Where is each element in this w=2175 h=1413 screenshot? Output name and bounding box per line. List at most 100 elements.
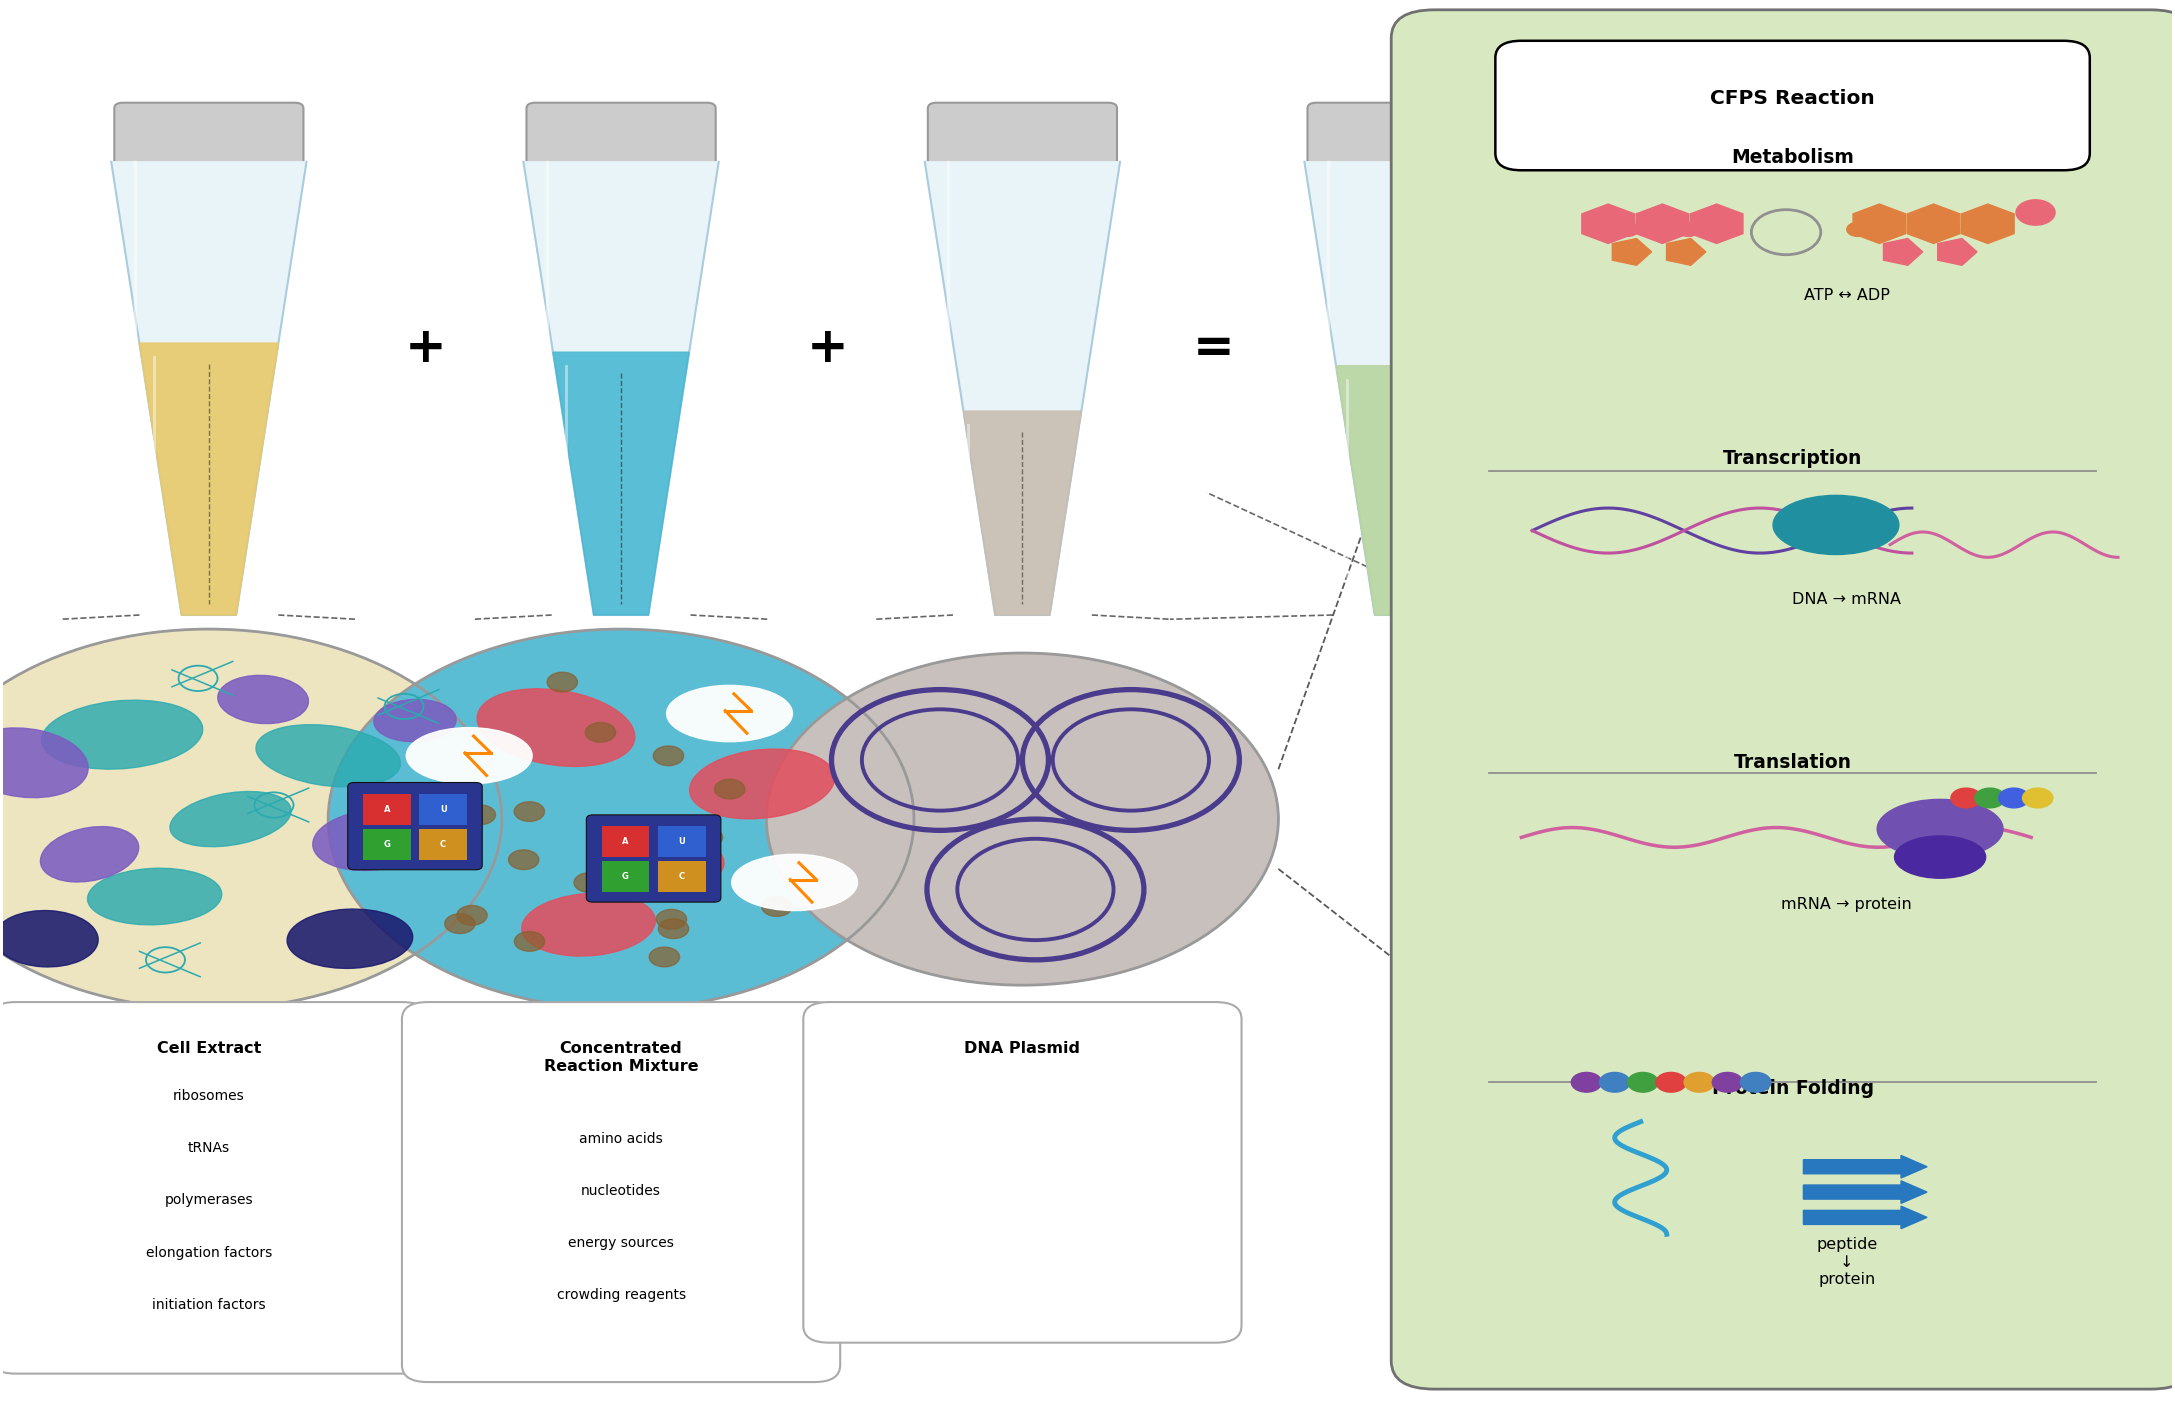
Text: A: A <box>622 836 629 846</box>
Text: initiation factors: initiation factors <box>152 1297 265 1311</box>
Polygon shape <box>1907 203 1960 243</box>
Polygon shape <box>1666 239 1705 266</box>
Ellipse shape <box>374 699 457 742</box>
Polygon shape <box>1612 239 1651 266</box>
Polygon shape <box>1581 203 1633 243</box>
Text: +: + <box>405 324 446 372</box>
Ellipse shape <box>522 893 655 957</box>
Text: tRNAs: tRNAs <box>187 1142 231 1156</box>
Polygon shape <box>111 162 307 615</box>
Polygon shape <box>1335 366 1468 615</box>
Text: amino acids: amino acids <box>579 1132 663 1146</box>
Circle shape <box>657 910 687 930</box>
Circle shape <box>509 849 539 869</box>
Ellipse shape <box>218 675 309 723</box>
Ellipse shape <box>313 810 431 870</box>
Ellipse shape <box>731 855 857 910</box>
Circle shape <box>659 918 689 938</box>
FancyBboxPatch shape <box>402 1002 840 1382</box>
FancyBboxPatch shape <box>602 862 650 892</box>
Text: C: C <box>439 839 446 849</box>
Circle shape <box>1646 222 1668 236</box>
Text: C: C <box>679 872 685 882</box>
FancyBboxPatch shape <box>659 827 705 858</box>
Circle shape <box>1877 222 1899 236</box>
Text: Metabolism: Metabolism <box>1731 148 1853 167</box>
Text: G: G <box>622 872 629 882</box>
Text: ATP ↔ ADP: ATP ↔ ADP <box>1803 288 1890 304</box>
Circle shape <box>1712 1072 1742 1092</box>
Text: Transcription: Transcription <box>1723 449 1862 468</box>
Text: DNA Plasmid: DNA Plasmid <box>964 1041 1081 1057</box>
Ellipse shape <box>605 834 724 890</box>
FancyArrow shape <box>1803 1207 1927 1229</box>
Text: +: + <box>807 324 848 372</box>
Circle shape <box>692 828 722 848</box>
Circle shape <box>457 906 487 926</box>
Circle shape <box>548 673 579 692</box>
FancyBboxPatch shape <box>587 815 720 901</box>
Text: Protein Folding: Protein Folding <box>1712 1080 1873 1098</box>
Circle shape <box>1627 1072 1657 1092</box>
Ellipse shape <box>0 728 89 798</box>
Text: G: G <box>383 839 389 849</box>
Polygon shape <box>1962 203 2014 243</box>
Ellipse shape <box>476 688 635 766</box>
Text: peptide
↓
protein: peptide ↓ protein <box>1816 1238 1877 1287</box>
Ellipse shape <box>257 725 400 787</box>
Circle shape <box>0 629 502 1009</box>
Circle shape <box>328 629 914 1009</box>
Polygon shape <box>524 162 718 615</box>
Text: nucleotides: nucleotides <box>581 1184 661 1198</box>
Circle shape <box>2016 199 2055 225</box>
Text: DNA → mRNA: DNA → mRNA <box>1792 592 1901 608</box>
Circle shape <box>574 873 605 893</box>
Text: =: = <box>1192 324 1233 372</box>
Circle shape <box>1740 1072 1770 1092</box>
Text: A: A <box>383 805 389 814</box>
FancyBboxPatch shape <box>0 1002 428 1373</box>
Polygon shape <box>552 352 689 615</box>
Text: Cell Extract: Cell Extract <box>157 1041 261 1057</box>
Circle shape <box>465 805 496 825</box>
FancyBboxPatch shape <box>115 103 305 168</box>
Circle shape <box>652 746 683 766</box>
Circle shape <box>1586 222 1607 236</box>
Ellipse shape <box>287 909 413 968</box>
Polygon shape <box>1305 162 1501 615</box>
FancyBboxPatch shape <box>526 103 716 168</box>
Ellipse shape <box>666 685 792 742</box>
Text: U: U <box>679 836 685 846</box>
Circle shape <box>1655 1072 1686 1092</box>
Ellipse shape <box>1773 496 1899 554</box>
Polygon shape <box>964 411 1081 615</box>
Text: crowding reagents: crowding reagents <box>557 1287 685 1301</box>
Text: elongation factors: elongation factors <box>146 1245 272 1259</box>
Polygon shape <box>1853 203 1905 243</box>
Text: energy sources: energy sources <box>568 1236 674 1249</box>
FancyBboxPatch shape <box>420 794 468 825</box>
FancyArrow shape <box>1803 1156 1927 1178</box>
Polygon shape <box>1690 203 1742 243</box>
FancyBboxPatch shape <box>659 862 705 892</box>
Ellipse shape <box>170 791 291 846</box>
Text: Concentrated
Reaction Mixture: Concentrated Reaction Mixture <box>544 1041 698 1074</box>
FancyBboxPatch shape <box>929 103 1118 168</box>
Ellipse shape <box>689 749 835 818</box>
FancyBboxPatch shape <box>363 794 411 825</box>
Text: U: U <box>439 805 446 814</box>
FancyBboxPatch shape <box>420 829 468 861</box>
Circle shape <box>766 653 1279 985</box>
FancyBboxPatch shape <box>803 1002 1242 1342</box>
Circle shape <box>716 779 746 798</box>
Ellipse shape <box>1877 800 2003 859</box>
Polygon shape <box>139 343 278 615</box>
Ellipse shape <box>41 701 202 769</box>
Circle shape <box>428 811 459 831</box>
Ellipse shape <box>407 728 533 784</box>
Text: polymerases: polymerases <box>165 1194 252 1208</box>
Polygon shape <box>1636 203 1688 243</box>
Circle shape <box>1683 1072 1714 1092</box>
Circle shape <box>2023 788 2053 808</box>
Circle shape <box>1570 1072 1601 1092</box>
